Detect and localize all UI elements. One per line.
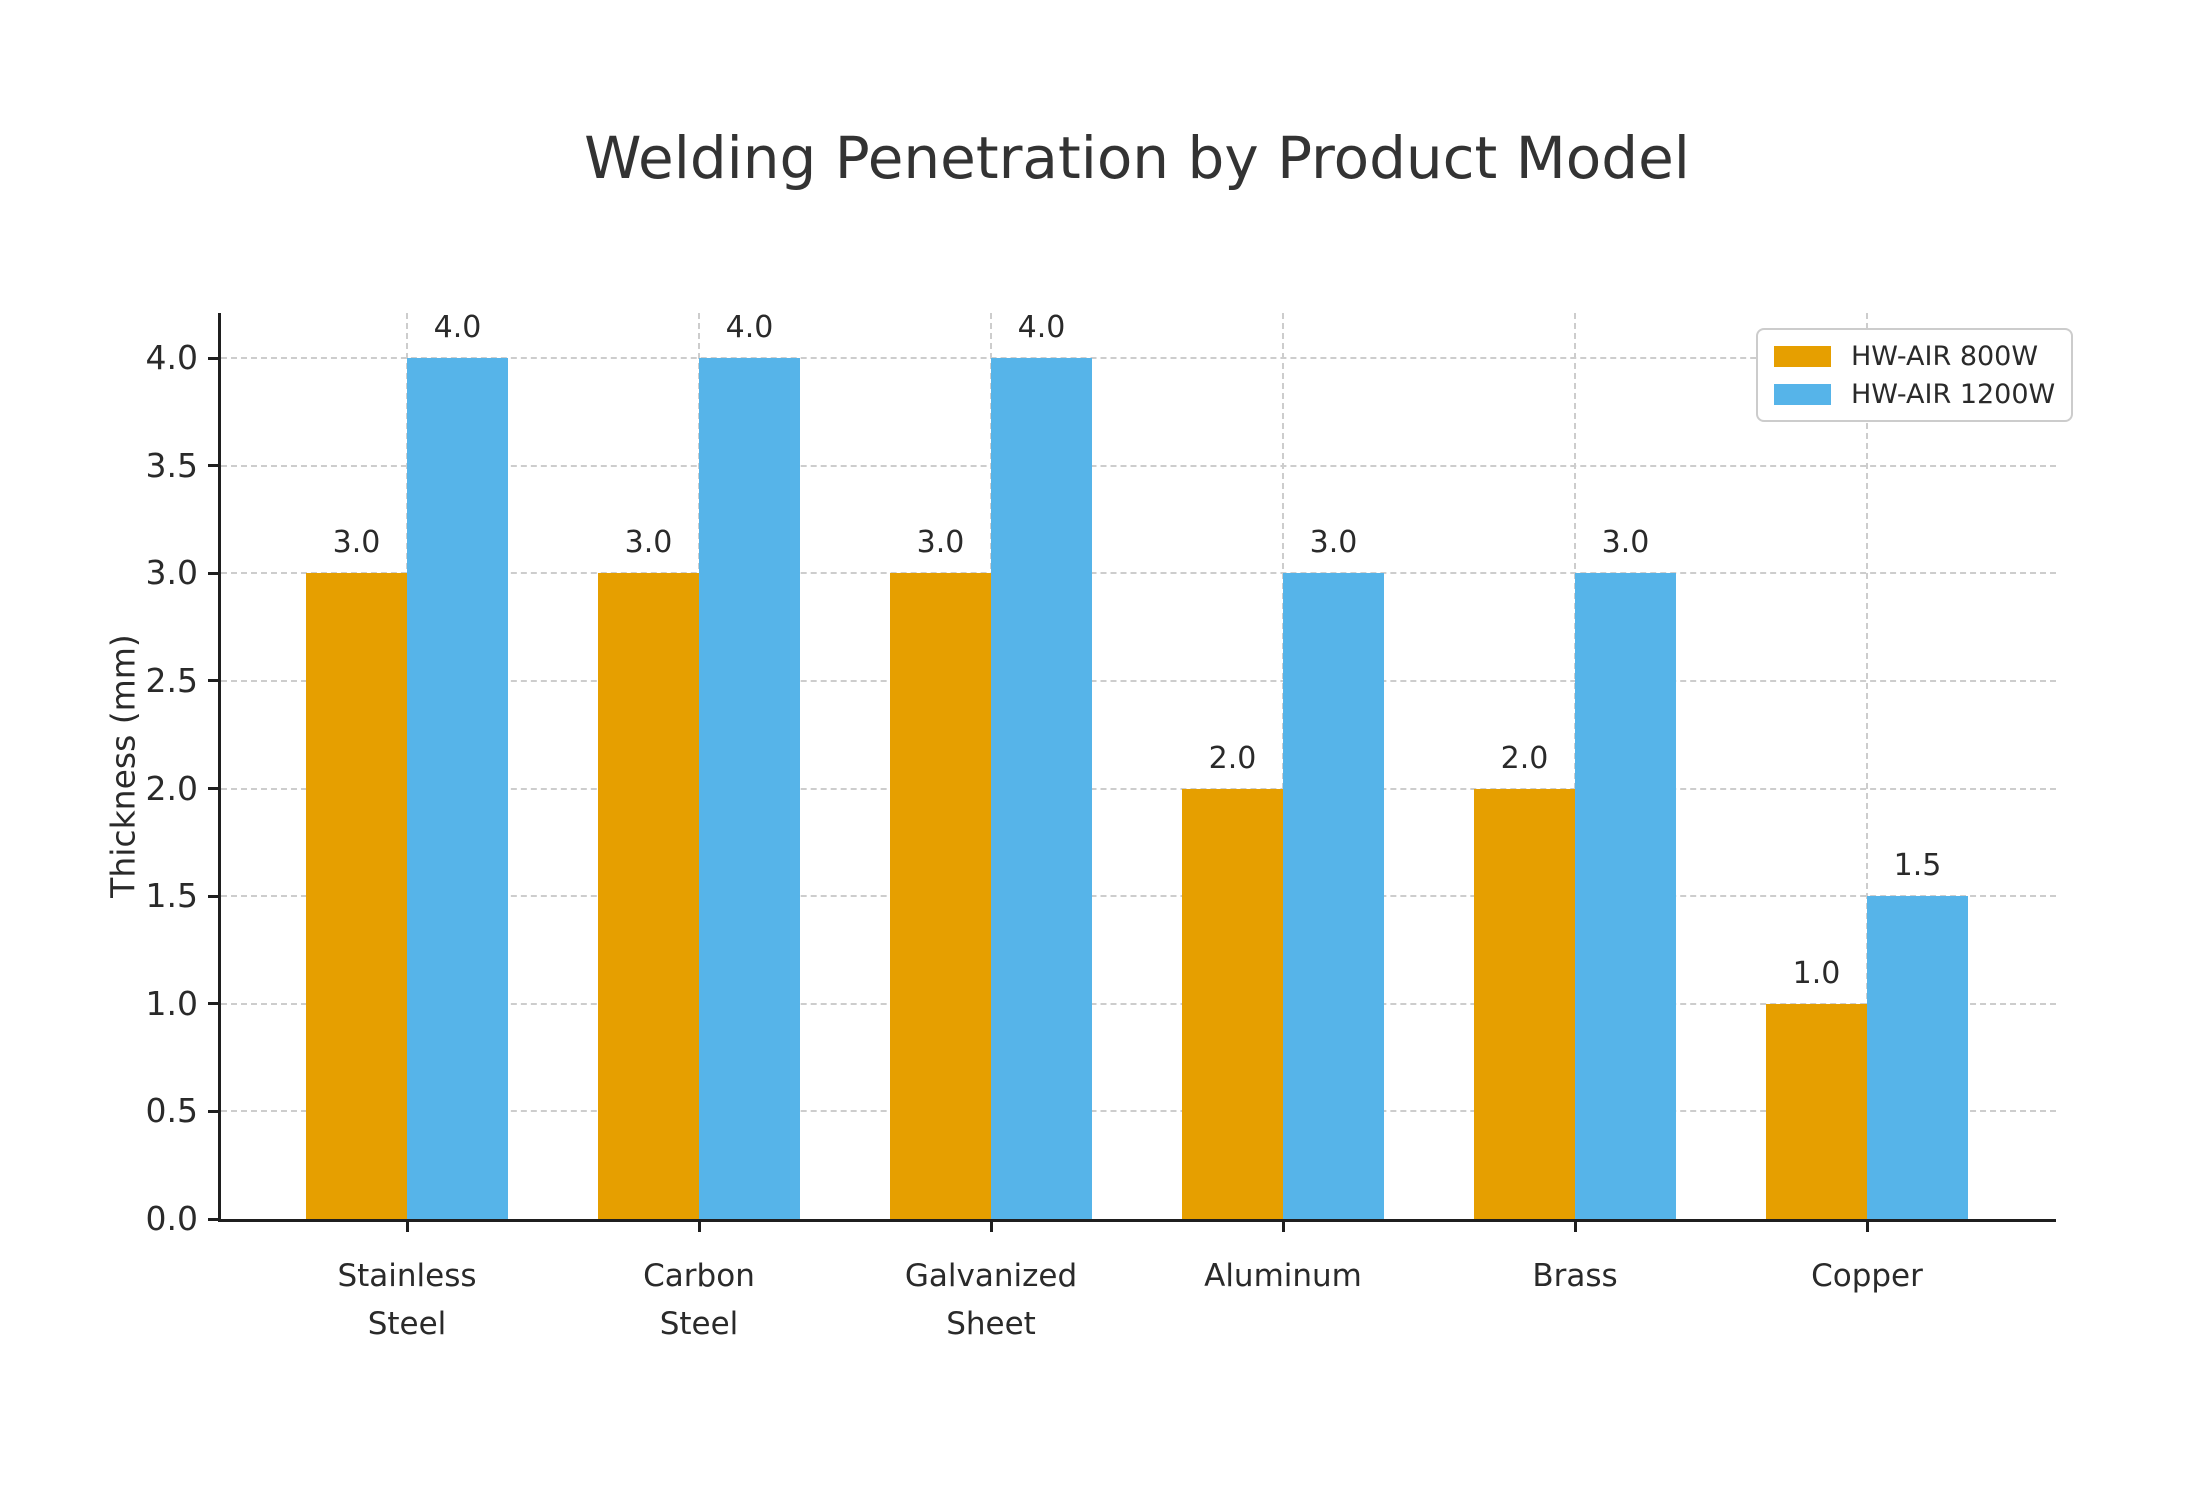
vertical-gridline xyxy=(1866,313,1868,1219)
y-axis-tick xyxy=(208,1217,218,1221)
bar-value-label: 3.0 xyxy=(332,525,381,561)
x-axis-tick xyxy=(1573,1222,1577,1232)
bar-hw-air-800w-3 xyxy=(890,573,991,1219)
horizontal-gridline xyxy=(221,572,2056,575)
x-category-label: Carbon Steel xyxy=(643,1258,755,1342)
y-axis-tick xyxy=(208,894,218,898)
x-category-label: Copper xyxy=(1811,1258,1923,1294)
bar-hw-air-1200w-1 xyxy=(407,358,508,1219)
bar-hw-air-800w-4 xyxy=(1182,788,1283,1219)
y-tick-label: 3.5 xyxy=(145,445,198,485)
bar-value-label: 2.0 xyxy=(1208,740,1257,776)
bar-value-label: 3.0 xyxy=(1601,525,1650,561)
x-category-label: Galvanized Sheet xyxy=(904,1258,1078,1342)
x-axis-tick xyxy=(1281,1222,1285,1232)
x-axis-tick xyxy=(405,1222,409,1232)
y-axis-tick xyxy=(208,679,218,683)
y-tick-label: 1.5 xyxy=(145,876,198,916)
y-axis-tick xyxy=(208,464,218,468)
chart-title: Welding Penetration by Product Model xyxy=(584,124,1690,192)
bar-hw-air-800w-1 xyxy=(306,573,407,1219)
horizontal-gridline xyxy=(221,895,2056,898)
x-category-label: Brass xyxy=(1532,1258,1618,1294)
y-tick-label: 2.0 xyxy=(145,768,198,808)
x-category-label: Aluminum xyxy=(1204,1258,1362,1294)
x-axis-tick xyxy=(1865,1222,1869,1232)
bar-hw-air-1200w-3 xyxy=(991,358,1092,1219)
bar-value-label: 3.0 xyxy=(916,525,965,561)
horizontal-gridline xyxy=(221,787,2056,790)
bar-value-label: 1.0 xyxy=(1792,955,1841,991)
x-axis-tick xyxy=(989,1222,993,1232)
y-tick-label: 1.0 xyxy=(145,983,198,1023)
legend-item: HW-AIR 1200W xyxy=(1774,378,2055,410)
y-axis-tick xyxy=(208,787,218,791)
bar-value-label: 4.0 xyxy=(433,310,482,346)
y-axis-tick xyxy=(208,356,218,360)
bar-hw-air-1200w-6 xyxy=(1867,896,1968,1219)
y-axis-tick xyxy=(208,1109,218,1113)
bar-value-label: 4.0 xyxy=(1017,310,1066,346)
y-tick-label: 0.0 xyxy=(145,1199,198,1238)
horizontal-gridline xyxy=(221,679,2056,682)
bar-hw-air-1200w-4 xyxy=(1283,573,1384,1219)
y-tick-label: 0.5 xyxy=(145,1091,198,1131)
horizontal-gridline xyxy=(221,1110,2056,1113)
legend-item: HW-AIR 800W xyxy=(1774,340,2055,372)
bar-value-label: 3.0 xyxy=(624,525,673,561)
bar-hw-air-1200w-5 xyxy=(1575,573,1676,1219)
bar-value-label: 1.5 xyxy=(1893,848,1942,884)
horizontal-gridline xyxy=(221,357,2056,360)
horizontal-gridline xyxy=(221,1002,2056,1005)
bar-hw-air-800w-2 xyxy=(598,573,699,1219)
y-axis-tick xyxy=(208,571,218,575)
bar-hw-air-800w-6 xyxy=(1766,1003,1867,1219)
bar-value-label: 4.0 xyxy=(725,310,774,346)
x-category-label: Stainless Steel xyxy=(337,1258,477,1342)
y-tick-label: 3.0 xyxy=(145,553,198,593)
legend: HW-AIR 800W HW-AIR 1200W xyxy=(1756,328,2074,422)
legend-label: HW-AIR 1200W xyxy=(1851,378,2056,410)
legend-swatch xyxy=(1774,345,1831,367)
legend-label: HW-AIR 800W xyxy=(1851,340,2039,372)
bar-value-label: 2.0 xyxy=(1500,740,1549,776)
horizontal-gridline xyxy=(221,464,2056,467)
y-tick-label: 4.0 xyxy=(145,338,198,378)
plot-area: 3.0 3.0 3.0 2.0 2.0 1.0 4.0 4.0 4.0 3.0 3.0 1.5 0.0 0… xyxy=(146,310,2056,1342)
bar-hw-air-1200w-2 xyxy=(699,358,800,1219)
legend-swatch xyxy=(1774,383,1831,405)
x-axis-tick xyxy=(697,1222,701,1232)
bar-value-label: 3.0 xyxy=(1309,525,1358,561)
bar-hw-air-800w-5 xyxy=(1474,788,1575,1219)
y-axis-tick xyxy=(208,1002,218,1006)
y-tick-label: 2.5 xyxy=(145,660,198,700)
